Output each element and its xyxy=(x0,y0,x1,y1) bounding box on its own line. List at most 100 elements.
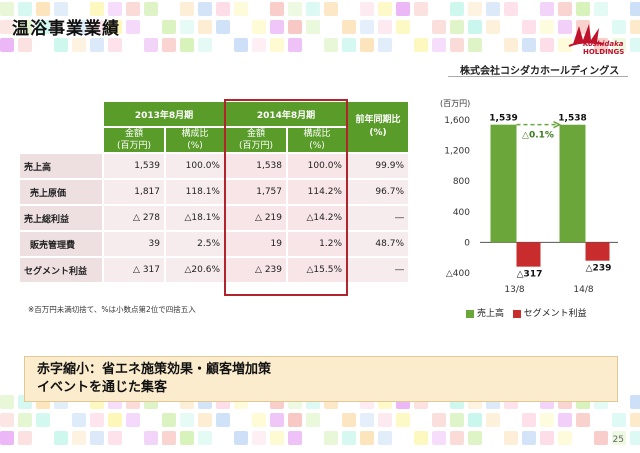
decor-tile xyxy=(18,2,32,16)
table-corner-sub xyxy=(20,128,102,152)
summary-box: 赤字縮小：省エネ施策効果・顧客増加策 イベントを通じた集客 xyxy=(24,356,618,402)
bottom-decoration xyxy=(0,393,640,453)
ratio-2014: △14.2% xyxy=(288,206,346,230)
ratio-2013: 118.1% xyxy=(166,180,224,204)
row-label: 販売管理費 xyxy=(20,232,102,256)
decor-tile xyxy=(126,413,140,427)
decor-tile xyxy=(144,431,158,445)
decor-tile xyxy=(378,413,392,427)
amount-2014: 1,538 xyxy=(226,154,286,178)
decor-tile xyxy=(414,38,428,52)
amount-2013: 39 xyxy=(104,232,164,256)
decor-tile xyxy=(90,2,104,16)
decor-tile xyxy=(594,2,608,16)
amount-2013: △ 278 xyxy=(104,206,164,230)
company-name: 株式会社コシダカホールディングス xyxy=(460,66,620,77)
bar-segment-label: △239 xyxy=(586,264,612,274)
col-ratio-2014: 構成比 (%) xyxy=(288,128,346,152)
decor-tile xyxy=(558,431,572,445)
decor-tile xyxy=(630,431,640,445)
table-note: ※百万円未満切捨て、%は小数点第2位で四捨五入 xyxy=(28,305,196,314)
decor-tile xyxy=(90,413,104,427)
decor-tile xyxy=(108,2,122,16)
decor-tile xyxy=(378,20,392,34)
col-ratio-unit: (%) xyxy=(309,141,325,151)
decor-tile xyxy=(450,431,464,445)
table-corner xyxy=(20,102,102,126)
decor-tile xyxy=(324,431,338,445)
row-label: 売上総利益 xyxy=(20,206,102,230)
decor-tile xyxy=(486,2,500,16)
decor-tile xyxy=(630,413,640,427)
yoy-value: ― xyxy=(348,258,408,282)
decor-tile xyxy=(90,38,104,52)
page-number: 25 xyxy=(612,435,624,445)
decor-tile xyxy=(306,20,320,34)
decor-tile xyxy=(162,413,176,427)
decor-tile xyxy=(0,2,14,16)
summary-line-2: イベントを通じた集客 xyxy=(37,380,168,395)
decor-tile xyxy=(558,2,572,16)
y-axis-unit: (百万円) xyxy=(440,99,470,108)
decor-tile xyxy=(630,20,640,34)
decor-tile xyxy=(108,431,122,445)
table-row: 売上高 1,539 100.0% 1,538 100.0% 99.9% xyxy=(20,154,408,178)
row-label: 売上高 xyxy=(20,154,102,178)
decor-tile xyxy=(72,431,86,445)
col-ratio-2013: 構成比 (%) xyxy=(166,128,224,152)
ratio-2014: 114.2% xyxy=(288,180,346,204)
highlight-2014-frame xyxy=(224,99,348,296)
decor-tile xyxy=(234,431,248,445)
y-tick-label: △400 xyxy=(446,269,470,279)
yoy-value: 99.9% xyxy=(348,154,408,178)
amount-2014: 19 xyxy=(226,232,286,256)
decor-tile xyxy=(612,413,626,427)
decor-tile xyxy=(180,413,194,427)
decor-tile xyxy=(504,2,518,16)
legend-item-sales: 売上高 xyxy=(466,309,504,319)
decor-tile xyxy=(504,38,518,52)
decor-tile xyxy=(306,413,320,427)
y-tick-label: 1,600 xyxy=(444,116,470,126)
summary-line-1: 赤字縮小：省エネ施策効果・顧客増加策 xyxy=(37,362,272,377)
decor-tile xyxy=(18,413,32,427)
koshidaka-logo-icon xyxy=(568,24,604,47)
decor-tile xyxy=(216,413,230,427)
decor-tile xyxy=(630,2,640,16)
decor-tile xyxy=(468,38,482,52)
decor-tile xyxy=(198,20,212,34)
decor-tile xyxy=(54,431,68,445)
table-row: 売上総利益 △ 278 △18.1% △ 219 △14.2% ― xyxy=(20,206,408,230)
decor-tile xyxy=(594,431,608,445)
decor-tile xyxy=(576,2,590,16)
decor-tile xyxy=(540,20,554,34)
y-tick-label: 0 xyxy=(464,238,470,248)
decor-tile xyxy=(216,2,230,16)
decor-tile xyxy=(90,431,104,445)
bar-sales-label: 1,538 xyxy=(558,114,586,124)
y-tick-label: 400 xyxy=(453,208,470,218)
y-tick-label: 800 xyxy=(453,177,470,187)
decor-tile xyxy=(216,20,230,34)
col-amount-unit: (百万円) xyxy=(238,141,274,151)
financial-table: 2013年8月期 2014年8月期 前年同期比 (%) 金額 (百万円) 構成比 (… xyxy=(18,100,410,284)
decor-tile xyxy=(36,413,50,427)
decor-tile xyxy=(270,413,284,427)
decor-tile xyxy=(540,431,554,445)
bar-segment-label: △317 xyxy=(517,270,543,280)
decor-tile xyxy=(540,38,554,52)
decor-tile xyxy=(162,431,176,445)
decor-tile xyxy=(288,431,302,445)
decor-tile xyxy=(450,2,464,16)
decor-tile xyxy=(432,431,446,445)
legend-swatch-sales xyxy=(466,309,474,318)
decor-tile xyxy=(144,2,158,16)
amount-2013: △ 317 xyxy=(104,258,164,282)
decor-tile xyxy=(108,20,122,34)
decor-tile xyxy=(576,413,590,427)
decor-tile xyxy=(126,20,140,34)
decor-tile xyxy=(54,38,68,52)
decor-tile xyxy=(198,38,212,52)
decor-tile xyxy=(360,20,374,34)
decor-tile xyxy=(324,2,338,16)
